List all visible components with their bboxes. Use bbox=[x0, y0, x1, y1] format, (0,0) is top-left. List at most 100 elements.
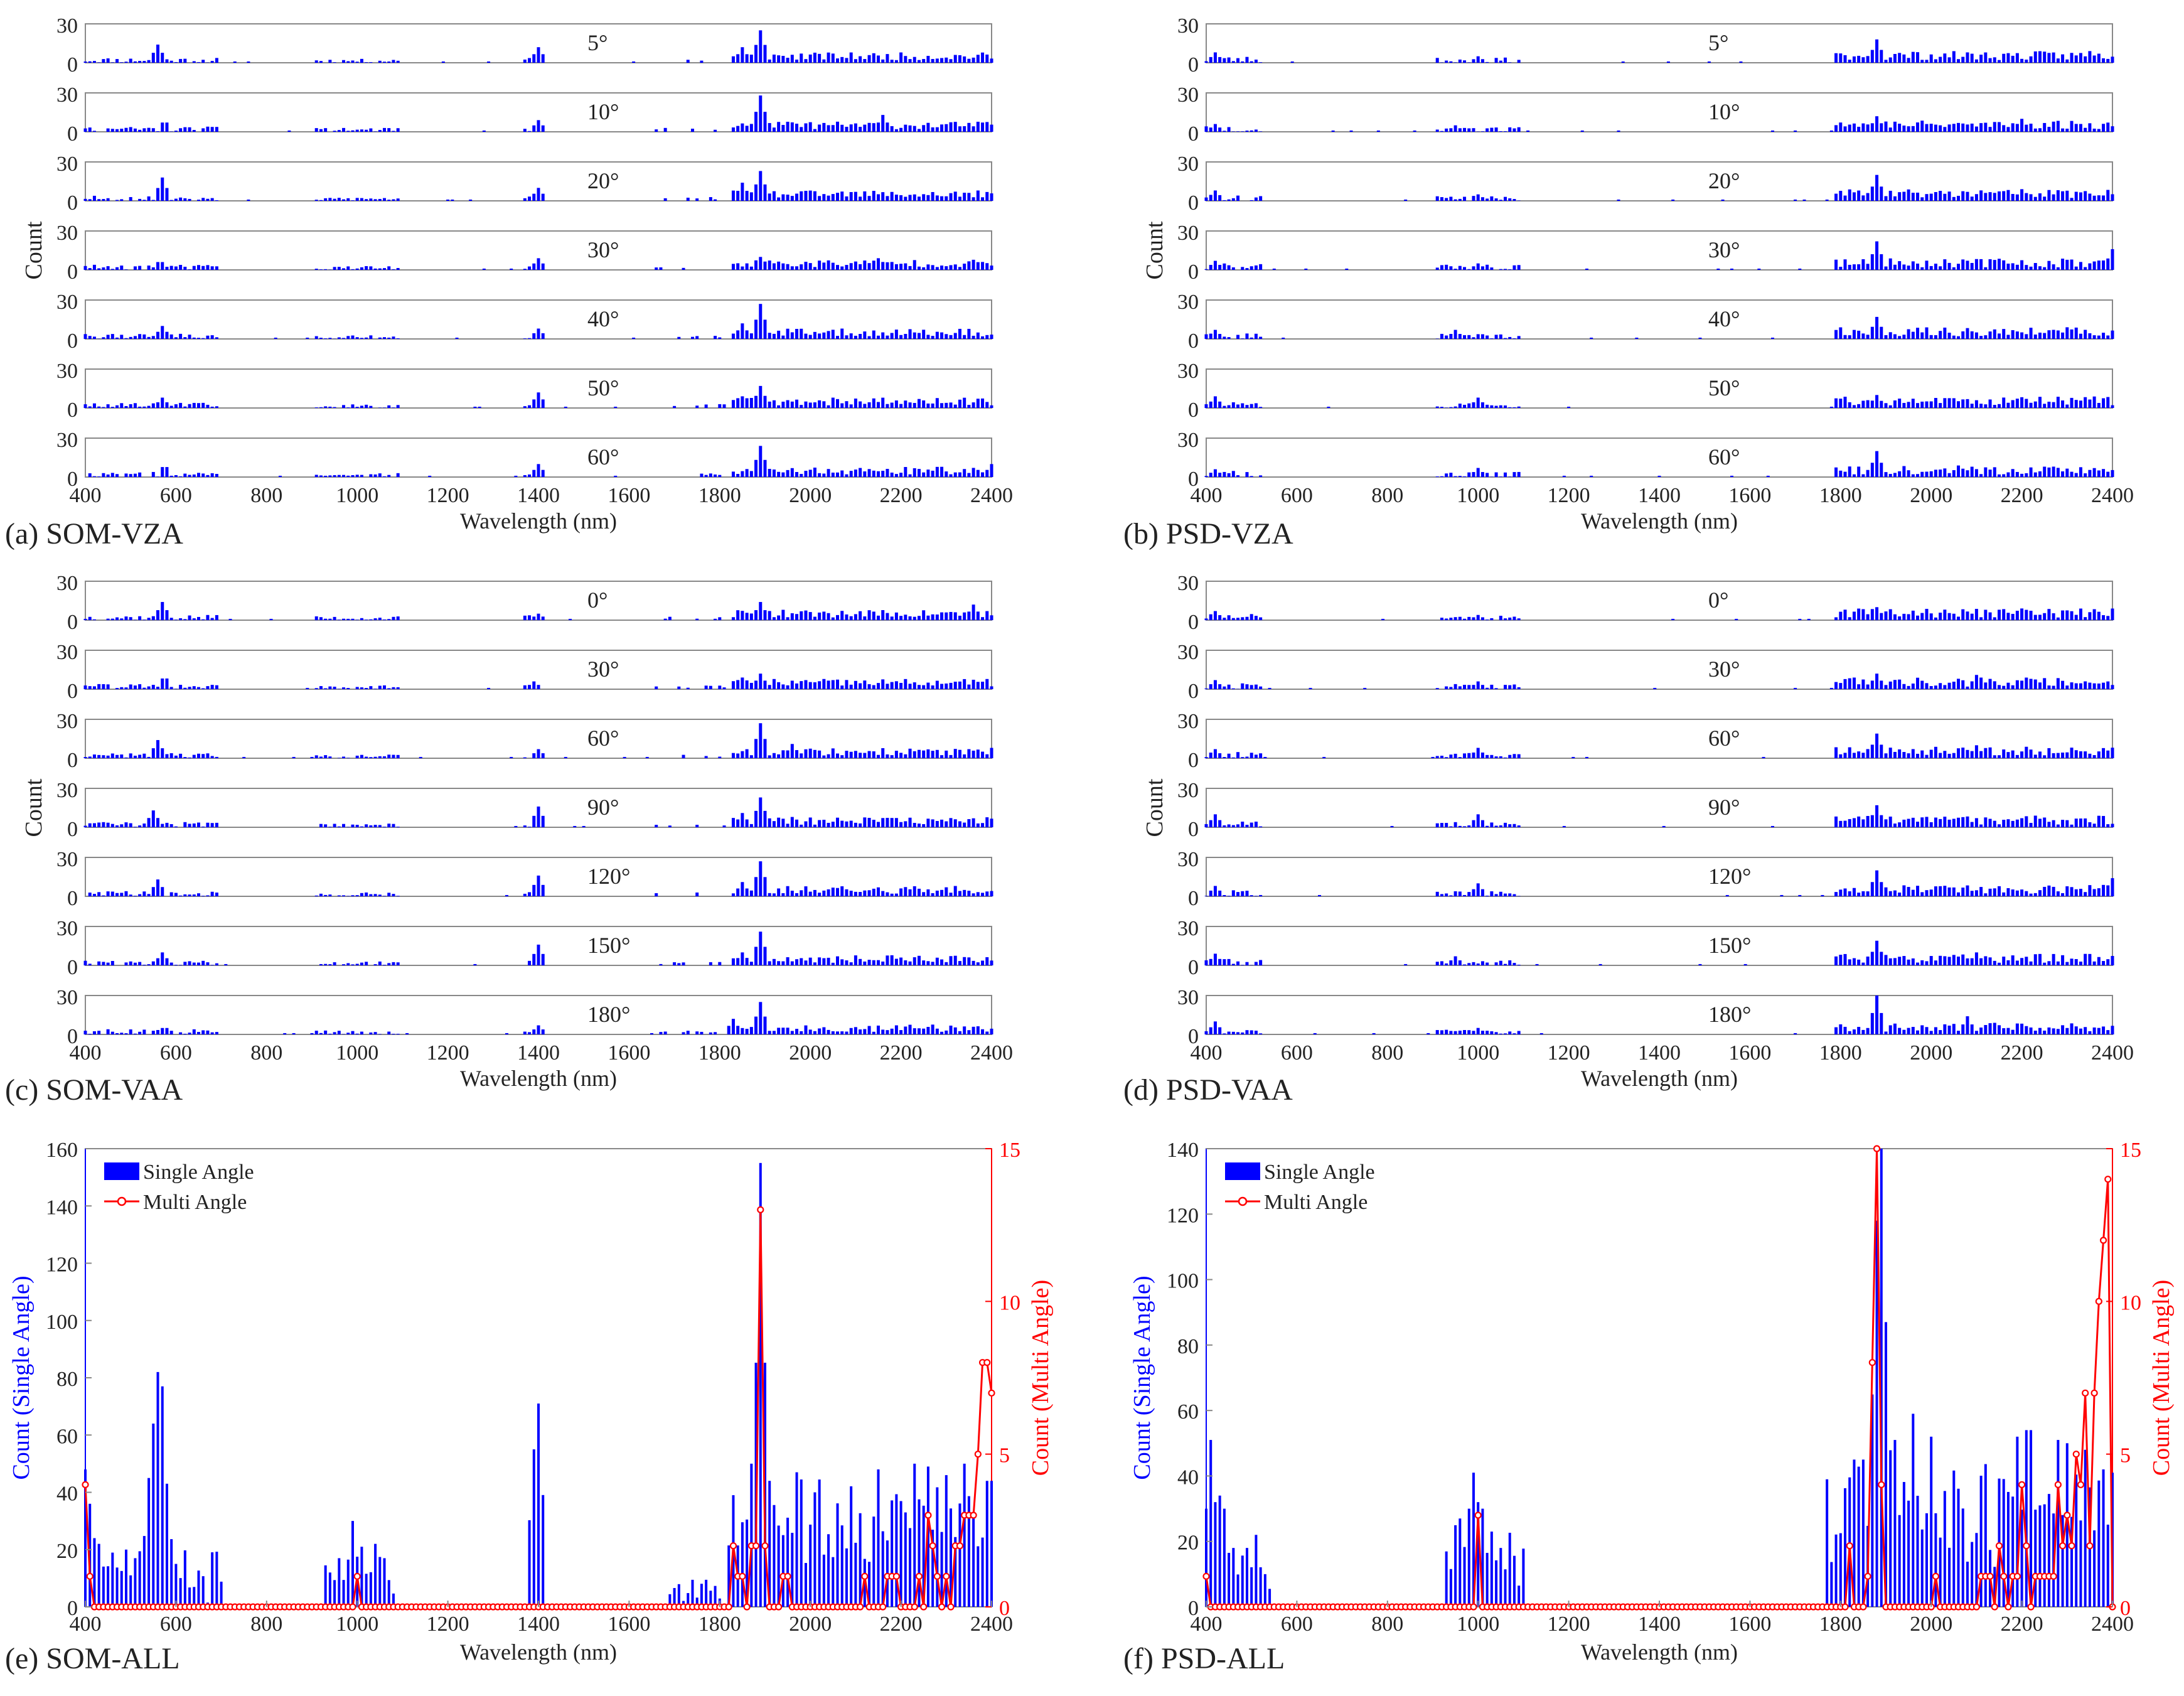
bar bbox=[763, 45, 767, 63]
bar bbox=[564, 406, 567, 408]
bar bbox=[1852, 405, 1856, 408]
bar bbox=[537, 188, 540, 201]
bar bbox=[840, 328, 844, 339]
bar bbox=[319, 129, 323, 132]
bar bbox=[849, 684, 853, 689]
bar bbox=[337, 895, 341, 896]
y-tick-label: 30 bbox=[1177, 222, 1199, 245]
bar bbox=[1223, 618, 1226, 620]
bar bbox=[188, 127, 191, 132]
bar bbox=[441, 61, 445, 63]
bar bbox=[1250, 895, 1253, 896]
bar bbox=[777, 55, 781, 63]
bar bbox=[129, 336, 132, 339]
bar bbox=[1313, 1033, 1317, 1034]
bar bbox=[836, 399, 840, 408]
bar bbox=[1526, 130, 1530, 132]
y-tick-label: 0 bbox=[67, 53, 78, 77]
bar bbox=[990, 464, 993, 477]
bar bbox=[886, 817, 889, 827]
bar bbox=[2097, 888, 2101, 896]
bar bbox=[2088, 822, 2092, 827]
bar bbox=[1480, 266, 1484, 270]
multi-angle-point bbox=[2082, 1389, 2089, 1397]
bar bbox=[1961, 954, 1965, 965]
bar bbox=[206, 822, 210, 827]
bar bbox=[935, 680, 939, 689]
bar bbox=[1204, 269, 1208, 270]
bar bbox=[2084, 397, 2087, 408]
legend-single-swatch bbox=[104, 1162, 139, 1180]
bar bbox=[1227, 337, 1231, 339]
bar bbox=[373, 131, 377, 132]
bar bbox=[863, 1559, 866, 1607]
bar bbox=[2038, 397, 2042, 408]
bar bbox=[700, 1031, 704, 1034]
bar bbox=[2097, 335, 2101, 339]
bar bbox=[731, 190, 735, 201]
bar bbox=[369, 266, 373, 270]
bar bbox=[772, 469, 776, 477]
bar bbox=[768, 961, 771, 965]
bar bbox=[682, 1032, 685, 1034]
bar bbox=[1590, 337, 1593, 339]
bar bbox=[387, 824, 391, 827]
bar bbox=[822, 611, 826, 620]
bar bbox=[813, 682, 816, 689]
bar bbox=[967, 328, 971, 339]
bar bbox=[981, 1537, 984, 1607]
bar bbox=[963, 469, 966, 477]
bar bbox=[804, 886, 808, 896]
bar bbox=[1857, 126, 1861, 132]
bar bbox=[1453, 891, 1457, 896]
bar bbox=[754, 319, 758, 339]
bar bbox=[849, 471, 853, 477]
bar bbox=[355, 407, 359, 408]
bar bbox=[2056, 468, 2060, 477]
bar bbox=[2093, 1530, 2096, 1607]
bar bbox=[922, 58, 926, 63]
bar bbox=[2084, 1449, 2087, 1607]
y-tick-label: 0 bbox=[1188, 191, 1199, 215]
bar bbox=[931, 191, 934, 201]
bar bbox=[133, 336, 137, 339]
bar bbox=[1839, 399, 1843, 408]
y-tick-label: 0 bbox=[1188, 887, 1199, 910]
bar bbox=[731, 264, 735, 270]
bar bbox=[324, 963, 328, 965]
bar bbox=[926, 122, 930, 132]
bar bbox=[1952, 753, 1956, 758]
bar bbox=[1463, 404, 1467, 408]
panel-label-d: (d) PSD-VAA bbox=[1123, 1073, 1293, 1107]
bar bbox=[786, 957, 790, 965]
bar bbox=[831, 822, 835, 827]
bar bbox=[931, 1024, 934, 1034]
bar bbox=[1889, 1450, 1892, 1607]
bar bbox=[886, 122, 889, 132]
bar bbox=[953, 749, 957, 758]
bar bbox=[365, 129, 368, 132]
bar bbox=[904, 466, 907, 477]
bar bbox=[845, 265, 848, 270]
bar bbox=[1952, 398, 1956, 408]
bar bbox=[872, 1516, 875, 1607]
bar bbox=[1231, 825, 1235, 827]
bar bbox=[894, 400, 898, 408]
bar bbox=[1870, 882, 1874, 896]
bar bbox=[161, 1028, 164, 1034]
bar bbox=[147, 60, 151, 63]
bar bbox=[795, 471, 799, 477]
bar bbox=[1875, 241, 1879, 270]
bar bbox=[808, 682, 812, 689]
bar bbox=[1943, 193, 1947, 201]
bar bbox=[1467, 825, 1471, 827]
bar bbox=[1898, 616, 1902, 620]
bar bbox=[360, 475, 363, 477]
bar bbox=[1480, 752, 1484, 758]
bar bbox=[360, 962, 363, 965]
bar bbox=[106, 198, 110, 201]
bar bbox=[822, 401, 826, 408]
bar bbox=[1857, 608, 1861, 620]
bar bbox=[1993, 405, 1996, 408]
bar bbox=[2102, 682, 2106, 689]
